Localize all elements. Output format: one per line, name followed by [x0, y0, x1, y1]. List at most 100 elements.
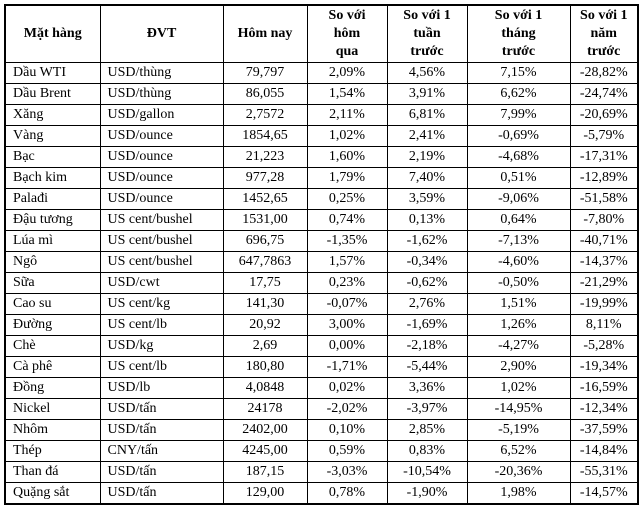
table-row: Than đá USD/tấn 187,15 -3,03% -10,54% -20,36%…	[4, 461, 639, 483]
commodity-name-cell: Sữa	[4, 272, 101, 294]
unit-cell: US cent/bushel	[99, 251, 224, 273]
pct-vs-week-cell: -0,34%	[386, 251, 468, 273]
unit-cell: US cent/bushel	[99, 209, 224, 231]
pct-vs-yesterday-cell: 0,59%	[306, 440, 388, 462]
pct-vs-yesterday-cell: 0,00%	[306, 335, 388, 357]
unit-cell: US cent/lb	[99, 356, 224, 378]
unit-cell: USD/lb	[99, 377, 224, 399]
table-row: Nickel USD/tấn 24178 -2,02% -3,97% -14,95% -12…	[4, 398, 639, 420]
header-row: Mặt hàng ĐVT Hôm nay So với hôm qua So v…	[4, 4, 639, 63]
commodity-name-cell: Lúa mì	[4, 230, 101, 252]
price-today-cell: 20,92	[222, 314, 308, 336]
table-row: Quặng sắt USD/tấn 129,00 0,78% -1,90% 1,98% -1…	[4, 482, 639, 505]
unit-cell: USD/tấn	[99, 398, 224, 420]
header-price-today: Hôm nay	[222, 4, 308, 63]
unit-cell: USD/ounce	[99, 125, 224, 147]
table-row: Palađi USD/ounce 1452,65 0,25% 3,59% -9,06% -5…	[4, 188, 639, 210]
table-row: Cao su US cent/kg 141,30 -0,07% 2,76% 1,51% -1…	[4, 293, 639, 315]
pct-vs-month-cell: 1,51%	[466, 293, 571, 315]
pct-vs-year-cell: -24,74%	[569, 83, 639, 105]
unit-cell: CNY/tấn	[99, 440, 224, 462]
pct-vs-month-cell: -4,27%	[466, 335, 571, 357]
commodity-price-table: Mặt hàng ĐVT Hôm nay So với hôm qua So v…	[4, 4, 639, 505]
table-row: Nhôm USD/tấn 2402,00 0,10% 2,85% -5,19% -37,59…	[4, 419, 639, 441]
table-row: Đồng USD/lb 4,0848 0,02% 3,36% 1,02% -16,59%	[4, 377, 639, 399]
pct-vs-year-cell: -20,69%	[569, 104, 639, 126]
pct-vs-yesterday-cell: -2,02%	[306, 398, 388, 420]
commodity-name-cell: Palađi	[4, 188, 101, 210]
table-body: Dầu WTI USD/thùng 79,797 2,09% 4,56% 7,15% -28…	[4, 62, 639, 505]
pct-vs-yesterday-cell: 0,23%	[306, 272, 388, 294]
unit-cell: USD/kg	[99, 335, 224, 357]
pct-vs-week-cell: 4,56%	[386, 62, 468, 84]
pct-vs-month-cell: 0,64%	[466, 209, 571, 231]
pct-vs-week-cell: 3,36%	[386, 377, 468, 399]
pct-vs-month-cell: -4,68%	[466, 146, 571, 168]
pct-vs-year-cell: -19,99%	[569, 293, 639, 315]
pct-vs-week-cell: 0,83%	[386, 440, 468, 462]
pct-vs-yesterday-cell: 1,79%	[306, 167, 388, 189]
unit-cell: USD/cwt	[99, 272, 224, 294]
unit-cell: US cent/kg	[99, 293, 224, 315]
pct-vs-week-cell: -1,62%	[386, 230, 468, 252]
pct-vs-month-cell: 6,62%	[466, 83, 571, 105]
pct-vs-month-cell: 7,99%	[466, 104, 571, 126]
unit-cell: USD/thùng	[99, 62, 224, 84]
pct-vs-year-cell: -37,59%	[569, 419, 639, 441]
pct-vs-yesterday-cell: 1,02%	[306, 125, 388, 147]
pct-vs-month-cell: 6,52%	[466, 440, 571, 462]
pct-vs-yesterday-cell: 0,10%	[306, 419, 388, 441]
price-today-cell: 1452,65	[222, 188, 308, 210]
pct-vs-year-cell: -19,34%	[569, 356, 639, 378]
pct-vs-month-cell: -0,69%	[466, 125, 571, 147]
header-vs-yesterday: So với hôm qua	[306, 4, 388, 63]
commodity-name-cell: Bạc	[4, 146, 101, 168]
pct-vs-yesterday-cell: 0,25%	[306, 188, 388, 210]
commodity-name-cell: Quặng sắt	[4, 482, 101, 505]
commodity-name-cell: Vàng	[4, 125, 101, 147]
pct-vs-month-cell: -0,50%	[466, 272, 571, 294]
pct-vs-yesterday-cell: -1,71%	[306, 356, 388, 378]
pct-vs-month-cell: 2,90%	[466, 356, 571, 378]
unit-cell: USD/ounce	[99, 167, 224, 189]
unit-cell: USD/ounce	[99, 188, 224, 210]
commodity-name-cell: Ngô	[4, 251, 101, 273]
pct-vs-month-cell: 1,26%	[466, 314, 571, 336]
pct-vs-yesterday-cell: -1,35%	[306, 230, 388, 252]
unit-cell: USD/tấn	[99, 482, 224, 505]
table-row: Bạch kim USD/ounce 977,28 1,79% 7,40% 0,51% -1…	[4, 167, 639, 189]
price-today-cell: 1531,00	[222, 209, 308, 231]
commodity-name-cell: Đậu tương	[4, 209, 101, 231]
pct-vs-year-cell: -51,58%	[569, 188, 639, 210]
pct-vs-month-cell: -7,13%	[466, 230, 571, 252]
pct-vs-year-cell: -7,80%	[569, 209, 639, 231]
pct-vs-yesterday-cell: 0,78%	[306, 482, 388, 505]
pct-vs-year-cell: -28,82%	[569, 62, 639, 84]
pct-vs-yesterday-cell: 1,60%	[306, 146, 388, 168]
pct-vs-year-cell: -21,29%	[569, 272, 639, 294]
pct-vs-yesterday-cell: 1,54%	[306, 83, 388, 105]
price-today-cell: 4,0848	[222, 377, 308, 399]
header-vs-year-ago: So với 1 năm trước	[569, 4, 639, 63]
table-row: Ngô US cent/bushel 647,7863 1,57% -0,34% -4,6…	[4, 251, 639, 273]
price-today-cell: 79,797	[222, 62, 308, 84]
pct-vs-year-cell: -17,31%	[569, 146, 639, 168]
pct-vs-year-cell: -14,84%	[569, 440, 639, 462]
pct-vs-week-cell: 3,91%	[386, 83, 468, 105]
commodity-name-cell: Bạch kim	[4, 167, 101, 189]
header-vs-week-ago: So với 1 tuần trước	[386, 4, 468, 63]
table-row: Vàng USD/ounce 1854,65 1,02% 2,41% -0,69% -5,7…	[4, 125, 639, 147]
pct-vs-yesterday-cell: 2,11%	[306, 104, 388, 126]
pct-vs-month-cell: 0,51%	[466, 167, 571, 189]
pct-vs-yesterday-cell: -3,03%	[306, 461, 388, 483]
unit-cell: US cent/bushel	[99, 230, 224, 252]
table-row: Xăng USD/gallon 2,7572 2,11% 6,81% 7,99% -20,6…	[4, 104, 639, 126]
pct-vs-yesterday-cell: 1,57%	[306, 251, 388, 273]
price-today-cell: 647,7863	[222, 251, 308, 273]
commodity-name-cell: Đường	[4, 314, 101, 336]
unit-cell: USD/gallon	[99, 104, 224, 126]
pct-vs-week-cell: 2,41%	[386, 125, 468, 147]
unit-cell: USD/thùng	[99, 83, 224, 105]
pct-vs-yesterday-cell: 0,02%	[306, 377, 388, 399]
commodity-name-cell: Cao su	[4, 293, 101, 315]
